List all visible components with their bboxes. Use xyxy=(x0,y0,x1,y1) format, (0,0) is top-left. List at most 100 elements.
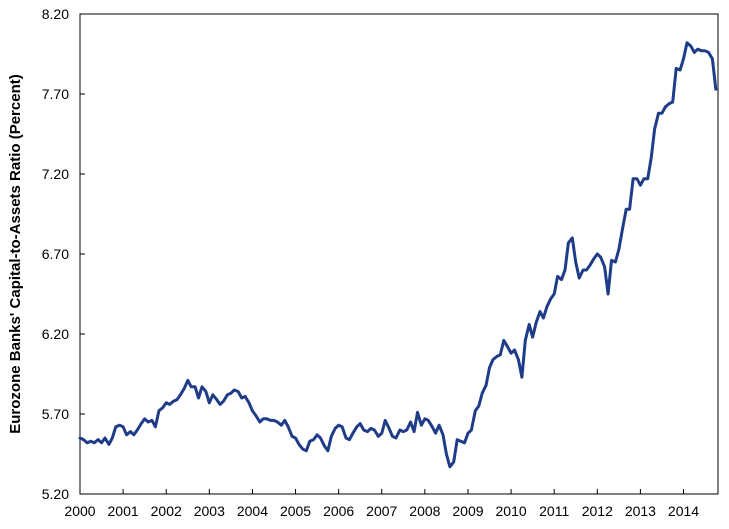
x-tick-label: 2005 xyxy=(280,503,311,519)
data-point xyxy=(711,58,714,60)
data-point xyxy=(463,442,466,444)
data-point xyxy=(201,386,203,388)
x-tick-label: 2007 xyxy=(366,503,397,519)
data-point xyxy=(593,258,595,260)
data-point xyxy=(108,443,110,446)
data-point xyxy=(556,275,559,278)
data-point xyxy=(154,426,157,428)
data-point xyxy=(503,339,505,342)
y-tick-label: 8.20 xyxy=(42,6,69,22)
data-point xyxy=(334,427,337,430)
data-point xyxy=(309,440,311,443)
data-point xyxy=(158,410,160,412)
data-point xyxy=(668,102,671,105)
data-point xyxy=(168,403,171,406)
x-tick-label: 2002 xyxy=(151,503,182,519)
data-point xyxy=(700,50,703,52)
data-point xyxy=(147,421,149,423)
data-point xyxy=(244,395,246,398)
data-point xyxy=(319,437,322,439)
data-point xyxy=(596,253,599,255)
data-point xyxy=(399,429,401,431)
data-point xyxy=(248,402,250,404)
data-point xyxy=(359,422,362,425)
data-point xyxy=(90,440,92,443)
data-point xyxy=(208,402,211,404)
data-point xyxy=(133,434,135,436)
data-point xyxy=(118,424,121,427)
x-tick-label: 2004 xyxy=(237,503,268,519)
data-point xyxy=(452,461,455,463)
data-point xyxy=(97,438,99,441)
data-point xyxy=(140,422,142,425)
data-point xyxy=(531,336,534,339)
data-point xyxy=(197,397,200,399)
data-point xyxy=(391,435,394,438)
data-point xyxy=(222,400,225,403)
data-point xyxy=(707,51,710,54)
data-point xyxy=(459,440,462,443)
data-point xyxy=(553,293,555,295)
data-point xyxy=(176,398,178,401)
data-point xyxy=(348,438,351,441)
data-point xyxy=(280,424,283,427)
data-point xyxy=(273,419,275,422)
data-point xyxy=(240,397,243,399)
data-point xyxy=(341,426,343,428)
y-tick-label: 5.20 xyxy=(42,486,69,502)
x-tick-label: 2000 xyxy=(64,503,95,519)
data-point xyxy=(330,435,333,438)
data-point xyxy=(143,418,146,420)
data-point xyxy=(574,261,577,263)
series-line xyxy=(78,41,718,469)
data-point xyxy=(639,184,642,186)
data-point xyxy=(337,424,340,427)
x-tick-label: 2012 xyxy=(582,503,613,519)
data-point xyxy=(467,432,469,435)
data-point xyxy=(549,298,552,300)
data-point xyxy=(151,419,153,422)
data-point xyxy=(230,392,232,395)
data-point xyxy=(675,67,677,70)
data-point xyxy=(302,448,304,451)
data-point xyxy=(560,278,563,281)
data-point xyxy=(237,390,239,393)
data-point xyxy=(510,352,512,355)
data-point xyxy=(129,430,132,433)
data-point xyxy=(599,256,602,259)
data-point xyxy=(690,45,692,47)
data-point xyxy=(567,242,570,244)
data-point xyxy=(233,389,236,391)
y-tick-label: 6.70 xyxy=(42,246,69,262)
data-point xyxy=(212,394,214,396)
x-tick-label: 2011 xyxy=(539,503,569,519)
data-point xyxy=(416,411,419,414)
data-point xyxy=(219,403,221,406)
data-point xyxy=(671,101,674,103)
data-point xyxy=(506,346,509,348)
data-point xyxy=(183,387,186,390)
data-point xyxy=(194,386,196,388)
data-point xyxy=(625,208,627,210)
data-point xyxy=(284,419,286,422)
data-point xyxy=(686,42,688,44)
data-point xyxy=(93,442,95,444)
data-point xyxy=(650,157,652,159)
data-point xyxy=(356,426,358,428)
data-point xyxy=(165,402,167,404)
data-point xyxy=(643,178,645,180)
data-point xyxy=(388,427,390,430)
data-point xyxy=(190,386,192,388)
data-point xyxy=(287,426,290,428)
data-point xyxy=(136,429,139,431)
data-point xyxy=(420,424,423,427)
data-point xyxy=(125,434,128,436)
data-point xyxy=(162,406,164,409)
data-point xyxy=(546,306,548,308)
data-point xyxy=(582,269,584,271)
data-point xyxy=(607,293,609,295)
data-point xyxy=(100,442,103,444)
y-axis: 5.20 5.70 6.20 6.70 7.20 7.70 8.20 xyxy=(42,6,85,502)
data-point xyxy=(517,358,520,361)
